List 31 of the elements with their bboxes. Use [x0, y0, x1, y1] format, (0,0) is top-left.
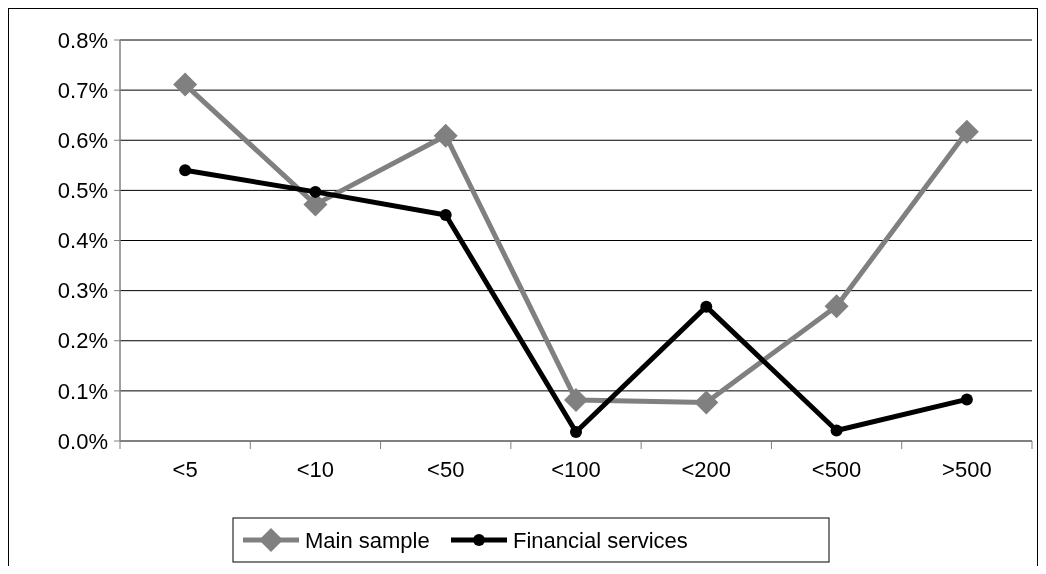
point	[954, 119, 979, 144]
point	[173, 72, 198, 97]
x-tick-label: <5	[172, 457, 198, 482]
x-tick-label: <50	[427, 457, 465, 482]
x-tick-label: <100	[551, 457, 601, 482]
point	[960, 393, 973, 406]
y-tick-label: 0.4%	[57, 228, 108, 254]
x-tick-label: <10	[296, 457, 335, 482]
x-tick-label: <500	[811, 457, 862, 482]
point	[564, 387, 588, 412]
x-tick-label: >500	[942, 457, 992, 482]
point	[439, 208, 452, 221]
legend-label: Financial services	[513, 528, 688, 553]
y-tick-label: 0.6%	[57, 127, 108, 153]
y-tick-label: 0.0%	[57, 428, 108, 454]
point	[830, 424, 843, 437]
y-tick-label: 0.1%	[57, 378, 108, 404]
y-tick-label: 0.2%	[57, 328, 108, 354]
point	[700, 300, 713, 313]
point	[433, 123, 458, 148]
point	[309, 185, 322, 198]
point	[570, 425, 582, 438]
point	[824, 294, 849, 319]
y-tick-label: 0.7%	[57, 77, 108, 103]
point	[179, 164, 192, 177]
y-tick-label: 0.3%	[57, 278, 108, 304]
y-tick-label: 0.5%	[57, 178, 108, 204]
x-tick-label: <200	[681, 457, 732, 482]
legend-label: Main sample	[305, 528, 430, 553]
y-tick-label: 0.8%	[57, 27, 108, 53]
point	[694, 390, 719, 415]
